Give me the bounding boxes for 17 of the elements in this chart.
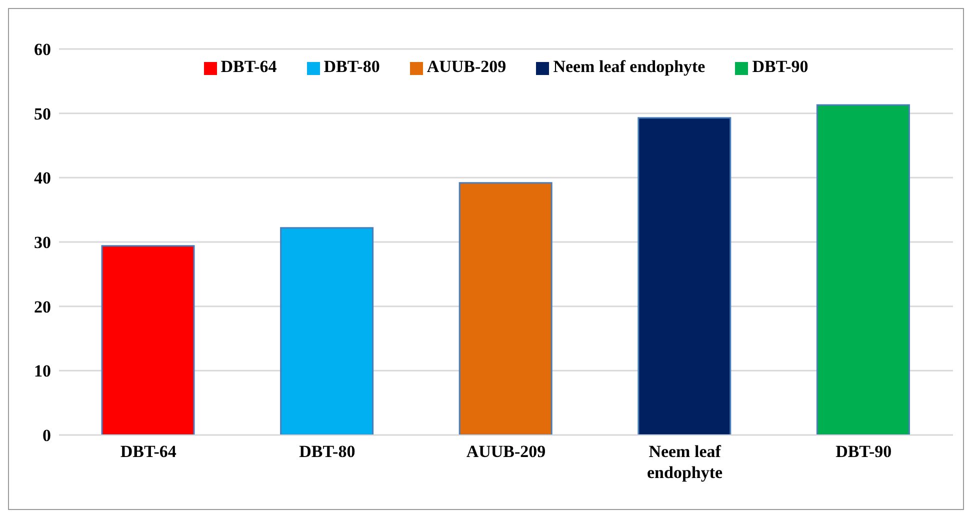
y-tick-label: 60 xyxy=(34,40,51,60)
y-tick-label: 30 xyxy=(34,233,51,252)
y-tick-label: 0 xyxy=(42,426,51,446)
x-tick-label: AUUB-209 xyxy=(466,442,546,461)
x-tick-label: DBT-90 xyxy=(836,442,892,461)
x-tick-label: Neem leaf endophyte xyxy=(647,442,724,482)
y-tick-label: 50 xyxy=(34,104,51,124)
legend-label: DBT-64 xyxy=(220,57,277,76)
x-tick-label: DBT-80 xyxy=(299,442,356,461)
legend-label: AUUB-209 xyxy=(426,57,506,76)
y-tick-label: 20 xyxy=(34,297,51,316)
y-tick-label: 40 xyxy=(34,168,51,188)
legend-label: Neem leaf endophyte xyxy=(553,57,706,76)
legend-label: DBT-90 xyxy=(752,57,808,76)
legend-label: DBT-80 xyxy=(324,57,380,76)
y-tick-label: 10 xyxy=(34,362,51,381)
x-tick-label: DBT-64 xyxy=(120,442,177,461)
